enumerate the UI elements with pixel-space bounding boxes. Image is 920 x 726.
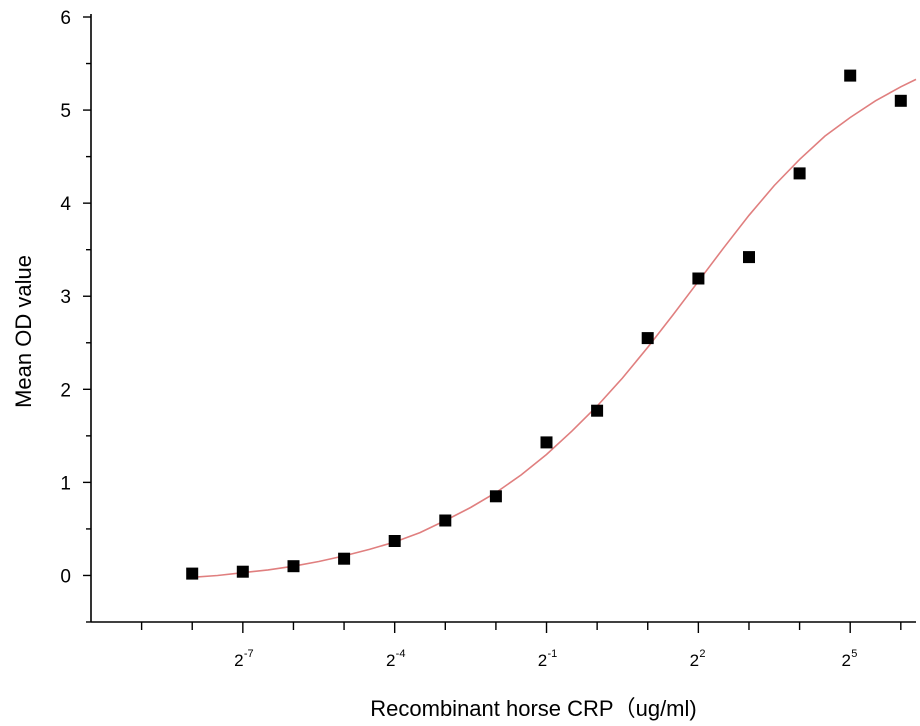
fit-curve (192, 78, 917, 579)
x-axis-title: Recombinant horse CRP（ug/ml) (370, 696, 696, 721)
fit-curve-layer (192, 78, 917, 579)
y-tick-label: 4 (60, 194, 71, 215)
x-tick-label-exponent: 5 (851, 648, 857, 660)
x-tick-label-base: 2 (234, 651, 243, 670)
x-tick-label-exponent: 2 (699, 648, 705, 660)
y-tick-label: 0 (60, 566, 71, 587)
data-point (894, 94, 907, 107)
x-tick-label-base: 2 (538, 651, 547, 670)
data-point (338, 552, 351, 565)
y-axis-title: Mean OD value (11, 255, 36, 408)
x-tick-label-exponent: -4 (396, 648, 406, 660)
y-tick-label: 3 (60, 287, 71, 308)
data-point (236, 565, 249, 578)
x-tick-label-exponent: -1 (548, 648, 558, 660)
data-point (692, 272, 705, 285)
x-tick-label-base: 2 (841, 651, 850, 670)
data-point (743, 251, 755, 264)
y-tick-label: 6 (60, 8, 71, 29)
y-tick-label: 2 (60, 380, 71, 401)
data-point (641, 332, 654, 345)
y-tick-label: 1 (60, 473, 71, 494)
axes (90, 14, 916, 623)
y-tick-label: 5 (60, 101, 71, 122)
data-points (186, 69, 907, 580)
data-point (793, 167, 806, 180)
data-point (844, 69, 857, 82)
x-tick-label-base: 2 (690, 651, 699, 670)
x-tick-label-base: 2 (386, 651, 395, 670)
data-point (186, 567, 199, 580)
data-point (439, 514, 452, 527)
data-point (287, 560, 300, 573)
data-point (489, 490, 502, 503)
x-tick-label-exponent: -7 (244, 648, 254, 660)
data-point (591, 404, 604, 417)
data-point (388, 535, 401, 547)
data-point (540, 436, 553, 449)
